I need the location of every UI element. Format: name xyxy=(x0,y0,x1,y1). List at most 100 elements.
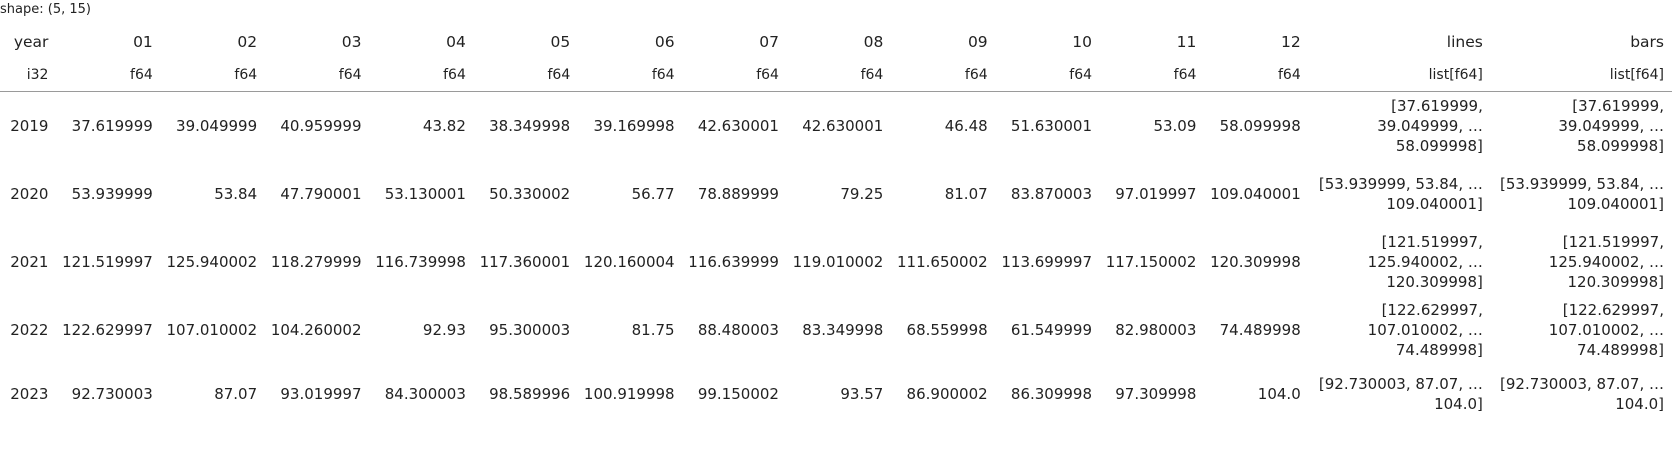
cell-lines: [121.519997, 125.940002, … 120.309998] xyxy=(1309,228,1491,296)
cell-value: 42.630001 xyxy=(697,117,779,135)
cell-value: 109.040001 xyxy=(1210,185,1301,203)
cell-year: 2019 xyxy=(10,117,49,135)
cell-value: 61.549999 xyxy=(1010,321,1093,339)
cell-value: 117.360001 xyxy=(479,253,571,271)
cell-bars: [37.619999, 39.049999, … 58.099998] xyxy=(1491,92,1672,161)
cell-value: 93.57 xyxy=(840,385,884,403)
cell-value: 121.519997 xyxy=(62,253,153,271)
column-header: 12 xyxy=(1281,33,1301,51)
cell-value: 51.630001 xyxy=(1010,117,1093,135)
cell-list-line: 109.040001] xyxy=(1386,195,1483,213)
column-dtype: list[f64] xyxy=(1308,59,1491,92)
cell-list-line: 125.940002, … xyxy=(1548,253,1664,271)
cell-value: 56.77 xyxy=(631,185,675,203)
cell-value: 53.130001 xyxy=(384,185,466,203)
cell-value: 104.0 xyxy=(1257,385,1301,403)
cell-list-line: 120.309998] xyxy=(1567,273,1664,291)
cell-list-line: [92.730003, 87.07, … xyxy=(1500,375,1664,393)
cell-value: 79.25 xyxy=(840,185,884,203)
cell-list-line: [122.629997, xyxy=(1381,301,1483,319)
cell-value: 95.300003 xyxy=(489,321,571,339)
table-row: 2020 53.939999 53.84 47.790001 53.130001 50.3… xyxy=(0,160,1672,228)
cell-value: 113.699997 xyxy=(1001,253,1093,271)
cell-value: 86.900002 xyxy=(906,385,988,403)
column-header: 02 xyxy=(237,33,258,51)
cell-list-line: 74.489998] xyxy=(1577,341,1664,359)
cell-list-line: [121.519997, xyxy=(1562,233,1664,251)
cell-value: 99.150002 xyxy=(697,385,779,403)
cell-value: 116.639999 xyxy=(688,253,779,271)
cell-value: 92.730003 xyxy=(71,385,153,403)
table-body: 2019 37.619999 39.049999 40.959999 43.82 38.3… xyxy=(0,92,1672,425)
column-header: 05 xyxy=(550,33,571,51)
cell-value: 50.330002 xyxy=(489,185,571,203)
cell-list-line: [53.939999, 53.84, … xyxy=(1318,175,1483,193)
column-header: 04 xyxy=(446,33,466,51)
column-dtype: f64 xyxy=(160,59,266,92)
cell-list-line: 39.049999, … xyxy=(1558,117,1664,135)
cell-value: 47.790001 xyxy=(280,185,362,203)
cell-value: 86.309998 xyxy=(1010,385,1093,403)
column-dtype: list[f64] xyxy=(1490,59,1672,92)
cell-list-line: [37.619999, xyxy=(1391,97,1483,115)
column-dtype: f64 xyxy=(265,59,370,92)
column-header: 01 xyxy=(133,33,153,51)
column-dtype: f64 xyxy=(56,59,161,92)
header-row-names: year 01 02 03 04 05 06 07 08 09 10 11 12 lines bars xyxy=(0,25,1672,59)
cell-value: 83.349998 xyxy=(802,321,884,339)
cell-value: 118.279999 xyxy=(270,253,362,271)
cell-bars: [122.629997, 107.010002, … 74.489998] xyxy=(1491,296,1672,364)
cell-list-line: 104.0] xyxy=(1434,395,1483,413)
cell-lines: [122.629997, 107.010002, … 74.489998] xyxy=(1309,296,1491,364)
cell-value: 87.07 xyxy=(214,385,258,403)
cell-value: 120.160004 xyxy=(583,253,675,271)
column-header: 08 xyxy=(863,33,884,51)
cell-value: 58.099998 xyxy=(1219,117,1301,135)
cell-value: 104.260002 xyxy=(270,321,362,339)
cell-list-line: [121.519997, xyxy=(1381,233,1483,251)
column-header: year xyxy=(13,33,49,51)
cell-value: 100.919998 xyxy=(583,385,675,403)
cell-list-line: 109.040001] xyxy=(1567,195,1664,213)
cell-value: 53.09 xyxy=(1153,117,1197,135)
cell-list-line: [37.619999, xyxy=(1572,97,1664,115)
cell-year: 2020 xyxy=(10,185,49,203)
cell-lines: [37.619999, 39.049999, … 58.099998] xyxy=(1309,92,1491,161)
cell-list-line: 58.099998] xyxy=(1395,137,1483,155)
shape-label: shape: (5, 15) xyxy=(0,2,91,17)
cell-value: 38.349998 xyxy=(489,117,571,135)
column-header: 10 xyxy=(1072,33,1093,51)
cell-value: 120.309998 xyxy=(1210,253,1301,271)
cell-value: 37.619999 xyxy=(71,117,153,135)
column-dtype: f64 xyxy=(578,59,683,92)
cell-bars: [53.939999, 53.84, … 109.040001] xyxy=(1491,160,1672,228)
cell-list-line: [92.730003, 87.07, … xyxy=(1318,375,1483,393)
column-header: lines xyxy=(1446,33,1483,51)
table-row: 2021 121.519997 125.940002 118.279999 116.73… xyxy=(0,228,1672,296)
cell-list-line: 120.309998] xyxy=(1386,273,1483,291)
cell-value: 82.980003 xyxy=(1115,321,1197,339)
cell-list-line: 58.099998] xyxy=(1577,137,1664,155)
column-dtype: f64 xyxy=(995,59,1101,92)
cell-value: 53.84 xyxy=(214,185,258,203)
column-dtype: f64 xyxy=(786,59,892,92)
cell-value: 83.870003 xyxy=(1010,185,1093,203)
cell-lines: [53.939999, 53.84, … 109.040001] xyxy=(1309,160,1491,228)
cell-value: 46.48 xyxy=(944,117,988,135)
cell-value: 84.300003 xyxy=(384,385,466,403)
cell-value: 39.049999 xyxy=(176,117,258,135)
cell-value: 107.010002 xyxy=(166,321,258,339)
cell-year: 2021 xyxy=(10,253,49,271)
cell-value: 97.309998 xyxy=(1115,385,1197,403)
cell-value: 97.019997 xyxy=(1115,185,1197,203)
cell-value: 39.169998 xyxy=(593,117,675,135)
cell-list-line: 39.049999, … xyxy=(1377,117,1483,135)
column-dtype: f64 xyxy=(369,59,474,92)
cell-value: 43.82 xyxy=(422,117,466,135)
cell-value: 74.489998 xyxy=(1219,321,1301,339)
cell-value: 81.75 xyxy=(631,321,675,339)
dataframe-table: year 01 02 03 04 05 06 07 08 09 10 11 12 lines bars i3… xyxy=(0,25,1672,424)
column-header: 03 xyxy=(341,33,362,51)
column-dtype: f64 xyxy=(1100,59,1205,92)
